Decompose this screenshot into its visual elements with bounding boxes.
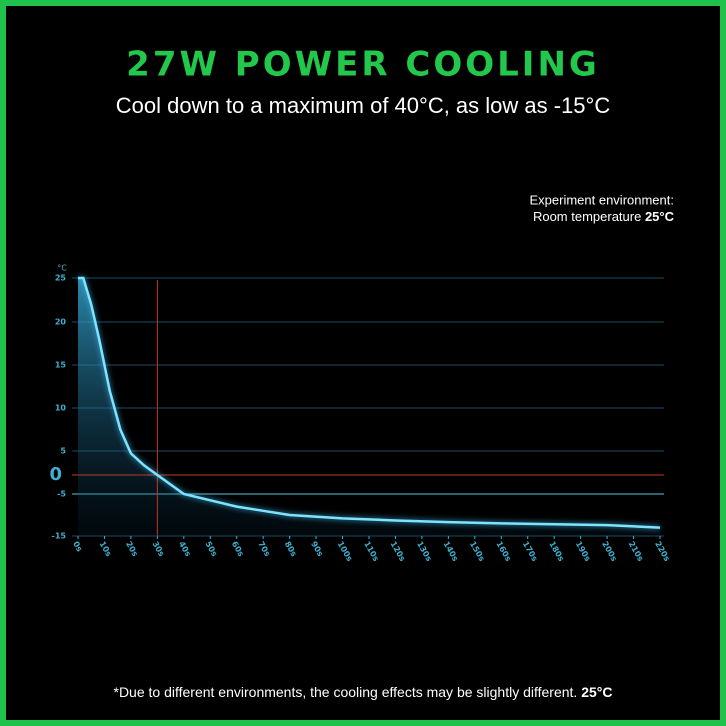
annotation-temp: 25°C (645, 209, 675, 224)
y-tick-label: -5 (57, 490, 66, 499)
footnote-temp: 25°C (581, 684, 612, 700)
y-tick-label: 25 (55, 274, 67, 283)
footnote: *Due to different environments, the cool… (114, 684, 582, 700)
footnote: *Due to different environments, the cool… (114, 684, 613, 700)
annotation: Experiment environment: (529, 192, 674, 207)
chart-title: 27W POWER COOLING (126, 45, 600, 85)
annotation: Room temperature 25°C (533, 209, 675, 224)
y-tick-label: 0 (49, 464, 62, 485)
subtitle: Cool down to a maximum of 40°C, as low a… (116, 93, 611, 118)
y-tick-label: 20 (55, 318, 67, 327)
y-tick-label: 15 (55, 361, 67, 370)
y-tick-label: 5 (60, 447, 66, 456)
y-tick-label: -15 (52, 532, 67, 541)
annotation: Room temperature (533, 209, 645, 224)
y-tick-label: 10 (55, 404, 67, 413)
y-axis-label: °C (57, 264, 67, 273)
line (78, 276, 661, 529)
area (78, 278, 660, 536)
